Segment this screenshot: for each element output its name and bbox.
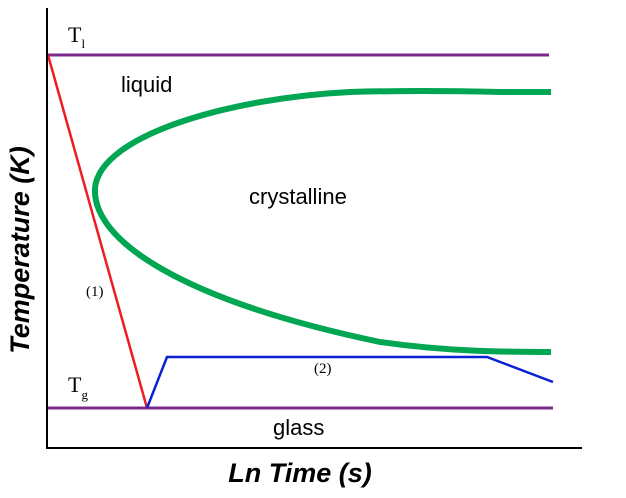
glass-transition-subscript: g — [81, 387, 88, 402]
region-liquid-label: liquid — [121, 72, 172, 97]
cooling-path-2 — [145, 355, 554, 409]
glass-transition-label: Tg — [68, 372, 88, 402]
region-crystalline-label: crystalline — [249, 184, 347, 209]
y-axis-title: Temperature (K) — [5, 146, 35, 354]
path-1-label: (1) — [86, 284, 104, 300]
cooling-path-1 — [46, 54, 149, 409]
region-glass-label: glass — [273, 415, 324, 440]
path-2-label: (2) — [314, 361, 332, 377]
liquidus-label: Tl — [68, 22, 85, 51]
crystallization-curve — [91, 88, 552, 355]
x-axis-title: Ln Time (s) — [228, 458, 372, 488]
liquidus-subscript: l — [81, 36, 85, 51]
glass-transition-symbol: T — [68, 372, 82, 397]
liquidus-symbol: T — [68, 22, 82, 47]
